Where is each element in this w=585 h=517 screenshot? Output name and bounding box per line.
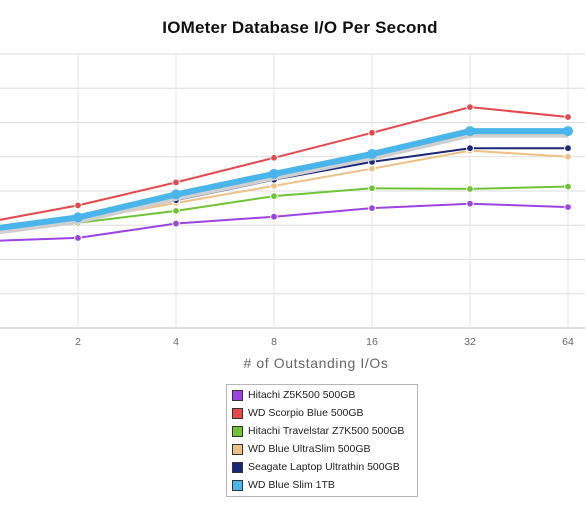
data-point bbox=[564, 182, 572, 191]
line-chart: 1248163264 bbox=[0, 53, 585, 348]
legend-swatch bbox=[232, 425, 243, 437]
chart-title: IOMeter Database I/O Per Second bbox=[162, 18, 438, 37]
x-tick-label: 8 bbox=[271, 336, 277, 348]
series-2 bbox=[0, 103, 572, 221]
grid bbox=[0, 53, 585, 329]
series-4 bbox=[0, 146, 572, 233]
series-lines bbox=[0, 103, 573, 242]
legend-swatch bbox=[232, 389, 243, 401]
data-point bbox=[466, 199, 474, 208]
legend-swatch bbox=[232, 461, 243, 473]
data-point bbox=[367, 149, 377, 160]
legend-swatch bbox=[232, 479, 243, 491]
x-tick-label: 4 bbox=[173, 336, 179, 348]
legend-label: Seagate Laptop Ultrathin 500GB bbox=[248, 461, 400, 473]
data-point bbox=[564, 113, 572, 121]
data-point bbox=[564, 144, 572, 153]
data-point bbox=[466, 144, 474, 153]
data-point bbox=[171, 189, 181, 200]
x-tick-label: 32 bbox=[464, 336, 476, 348]
data-point bbox=[368, 164, 376, 173]
legend-label: WD Scorpio Blue 500GB bbox=[248, 407, 364, 419]
data-point bbox=[466, 185, 474, 193]
data-point bbox=[172, 206, 180, 215]
legend-label: Hitachi Z5K500 500GB bbox=[248, 389, 356, 401]
legend-item: Hitachi Travelstar Z7K500 500GB bbox=[227, 422, 417, 440]
series-line bbox=[0, 106, 569, 221]
x-tick-label: 64 bbox=[562, 336, 574, 348]
legend-item: WD Blue Slim 1TB bbox=[227, 476, 417, 494]
data-point bbox=[172, 178, 180, 187]
series-1 bbox=[0, 199, 572, 242]
series-line bbox=[0, 185, 569, 232]
data-point bbox=[270, 212, 278, 221]
legend-item: Hitachi Z5K500 500GB bbox=[227, 386, 417, 404]
legend-label: WD Blue Slim 1TB bbox=[248, 479, 335, 491]
data-point bbox=[368, 184, 376, 193]
legend-item: WD Scorpio Blue 500GB bbox=[227, 404, 417, 422]
data-point bbox=[564, 203, 572, 211]
data-point bbox=[465, 126, 475, 137]
data-point bbox=[74, 201, 82, 210]
legend-label: WD Blue UltraSlim 500GB bbox=[248, 443, 371, 455]
data-point bbox=[172, 219, 180, 228]
data-point bbox=[269, 168, 279, 179]
data-point bbox=[368, 204, 376, 213]
legend-swatch bbox=[232, 407, 243, 419]
data-point bbox=[563, 126, 573, 137]
data-point bbox=[368, 128, 376, 137]
x-tick-labels: 1248163264 bbox=[75, 336, 574, 348]
data-point bbox=[270, 192, 278, 201]
legend: Hitachi Z5K500 500GB WD Scorpio Blue 500G… bbox=[226, 384, 418, 497]
x-tick-label: 16 bbox=[366, 336, 378, 348]
data-point bbox=[564, 152, 572, 161]
x-axis-label: # of Outstanding I/Os bbox=[243, 355, 389, 371]
data-point bbox=[270, 153, 278, 162]
legend-item: WD Blue UltraSlim 500GB bbox=[227, 440, 417, 458]
data-point bbox=[466, 103, 474, 111]
data-point bbox=[74, 234, 82, 242]
x-tick-label: 2 bbox=[75, 336, 81, 348]
data-point bbox=[73, 212, 83, 223]
legend-label: Hitachi Travelstar Z7K500 500GB bbox=[248, 425, 405, 437]
legend-swatch bbox=[232, 443, 243, 455]
series-6 bbox=[0, 126, 573, 235]
legend-item: Seagate Laptop Ultrathin 500GB bbox=[227, 458, 417, 476]
